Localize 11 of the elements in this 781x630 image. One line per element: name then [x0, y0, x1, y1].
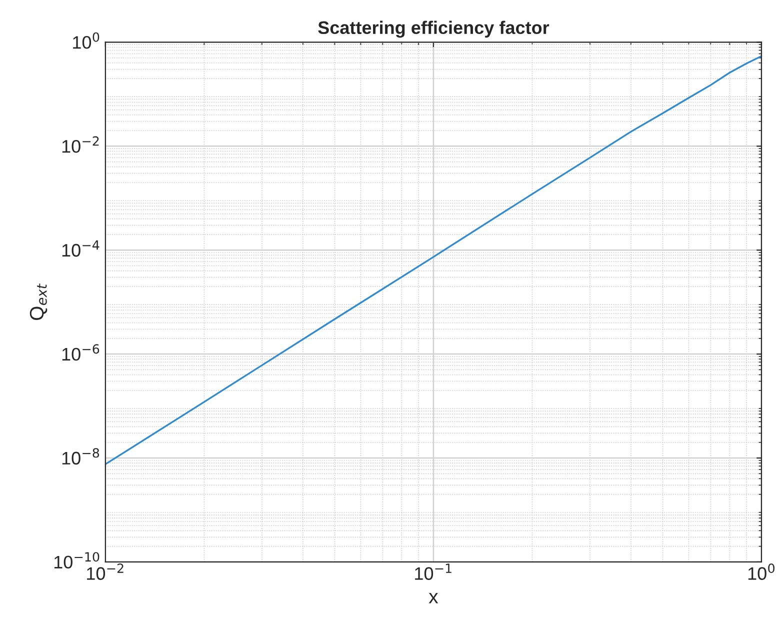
x-tick-label: 10$^{0}$	[748, 563, 774, 580]
x-tick-label: 10$^{−2}$	[87, 563, 124, 580]
x-axis-title: x	[428, 593, 438, 604]
chart-title: Scattering efficiency factor	[318, 20, 550, 38]
y-axis-title: Q$_{ext}$	[30, 283, 48, 320]
y-tick-label: 10$^{−4}$	[62, 240, 100, 257]
y-tick-label: 10$^{−8}$	[62, 448, 100, 465]
y-tick-label: 10$^{0}$	[73, 32, 100, 49]
y-tick-label: 10$^{−2}$	[62, 136, 99, 153]
x-tick-label: 10$^{−1}$	[415, 564, 452, 580]
y-tick-label: 10$^{−6}$	[62, 344, 100, 361]
